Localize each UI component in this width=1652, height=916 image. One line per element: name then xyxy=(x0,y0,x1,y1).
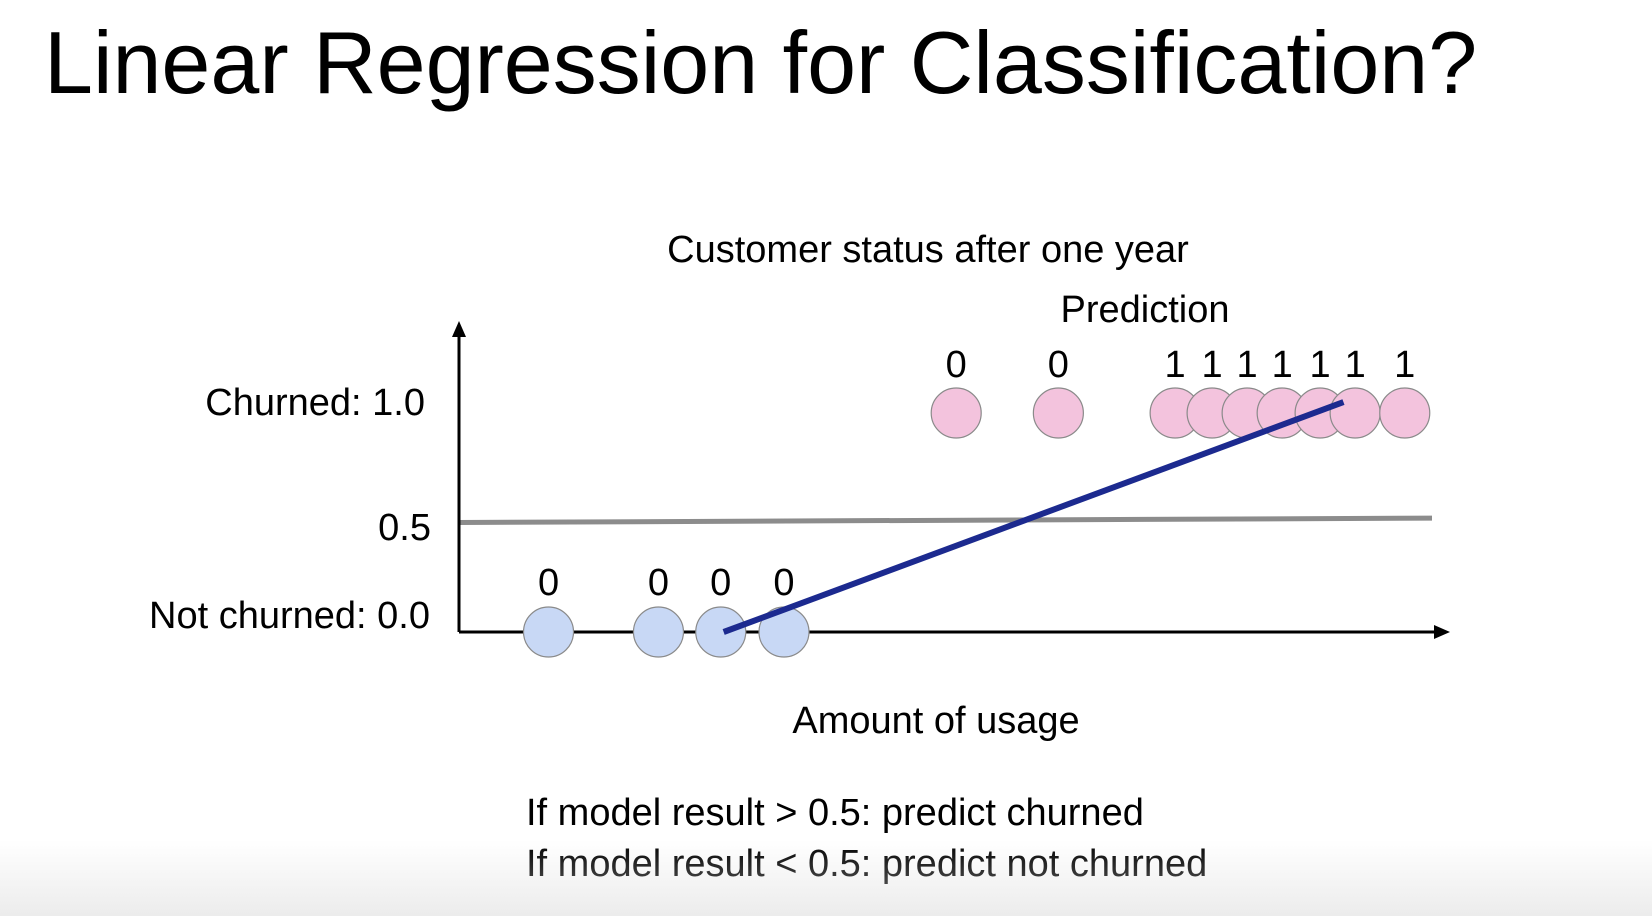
prediction-label: 1 xyxy=(1272,344,1293,386)
rule-text-not-churned: If model result < 0.5: predict not churn… xyxy=(526,843,1207,885)
data-points xyxy=(522,387,1431,658)
data-point-not-churned xyxy=(522,606,575,658)
prediction-label: 0 xyxy=(946,344,967,386)
regression-layer xyxy=(722,399,1345,635)
data-point-not-churned xyxy=(632,606,685,658)
prediction-label: 0 xyxy=(710,562,731,604)
x-axis-label: Amount of usage xyxy=(792,700,1079,742)
axes xyxy=(452,321,1450,639)
prediction-header: Prediction xyxy=(1061,289,1230,331)
threshold-layer xyxy=(458,515,1433,525)
threshold-line xyxy=(458,515,1433,525)
rule-text-churned: If model result > 0.5: predict churned xyxy=(526,792,1144,834)
y-tick-label: 0.5 xyxy=(378,507,431,549)
prediction-label: 1 xyxy=(1165,344,1186,386)
y-tick-label: Churned: 1.0 xyxy=(205,382,425,424)
prediction-label: 0 xyxy=(773,562,794,604)
data-point-churned xyxy=(930,387,982,439)
chart-title: Customer status after one year xyxy=(667,229,1189,271)
prediction-labels: 0 0 0 00 0 1 1 1 1 1 1 1 xyxy=(538,344,1415,604)
x-axis-arrowhead xyxy=(1434,625,1450,639)
prediction-label: 0 xyxy=(1048,344,1069,386)
slide-title: Linear Regression for Classification? xyxy=(44,13,1478,112)
data-point-churned xyxy=(1032,387,1084,439)
data-point-churned xyxy=(1379,387,1431,439)
y-tick-label: Not churned: 0.0 xyxy=(149,595,430,637)
prediction-label: 1 xyxy=(1394,344,1415,386)
prediction-label: 0 xyxy=(538,562,559,604)
data-point-not-churned xyxy=(695,606,747,658)
data-point-churned xyxy=(1329,387,1381,439)
prediction-label: 1 xyxy=(1345,344,1366,386)
prediction-label: 1 xyxy=(1310,344,1331,386)
prediction-label: 1 xyxy=(1202,344,1223,386)
y-tick-labels: Churned: 1.0 0.5 Not churned: 0.0 xyxy=(149,382,431,637)
regression-line xyxy=(722,399,1345,635)
y-axis-arrowhead xyxy=(452,321,466,337)
prediction-label: 1 xyxy=(1237,344,1258,386)
prediction-label: 0 xyxy=(648,562,669,604)
